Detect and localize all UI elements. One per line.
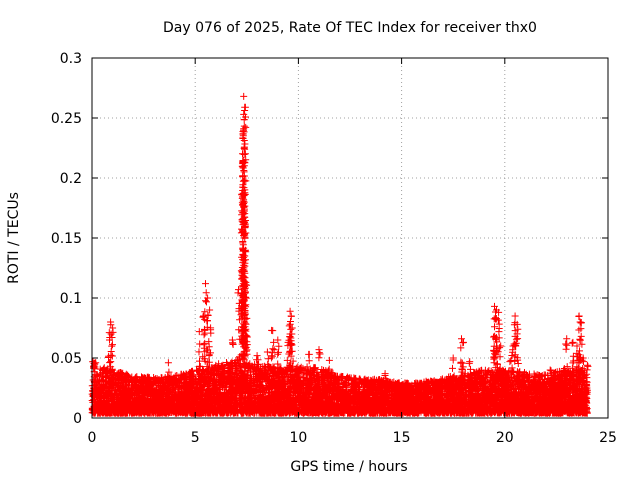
y-tick-label: 0.2 [60, 171, 82, 187]
x-tick-label: 0 [88, 430, 97, 446]
x-tick-label: 25 [599, 430, 617, 446]
y-tick-label: 0 [73, 411, 82, 427]
y-tick-label: 0.05 [51, 351, 82, 367]
y-tick-label: 0.1 [60, 291, 82, 307]
y-tick-label: 0.25 [51, 111, 82, 127]
axis-ticks: 0 5 10 15 20 25 0 0.05 0.1 0.15 0.2 0.25 0.3 [51, 51, 617, 446]
y-axis-label: ROTI / TECUs [6, 192, 22, 284]
x-tick-label: 5 [191, 430, 200, 446]
grid-lines [92, 58, 608, 418]
x-axis-label: GPS time / hours [290, 459, 407, 475]
y-tick-label: 0.15 [51, 231, 82, 247]
chart-title: Day 076 of 2025, Rate Of TEC Index for r… [163, 20, 537, 36]
data-points [88, 92, 592, 417]
y-tick-label: 0.3 [60, 51, 82, 67]
x-tick-label: 15 [393, 430, 411, 446]
x-tick-label: 10 [289, 430, 307, 446]
x-tick-label: 20 [496, 430, 514, 446]
roti-plus-markers [88, 92, 592, 417]
